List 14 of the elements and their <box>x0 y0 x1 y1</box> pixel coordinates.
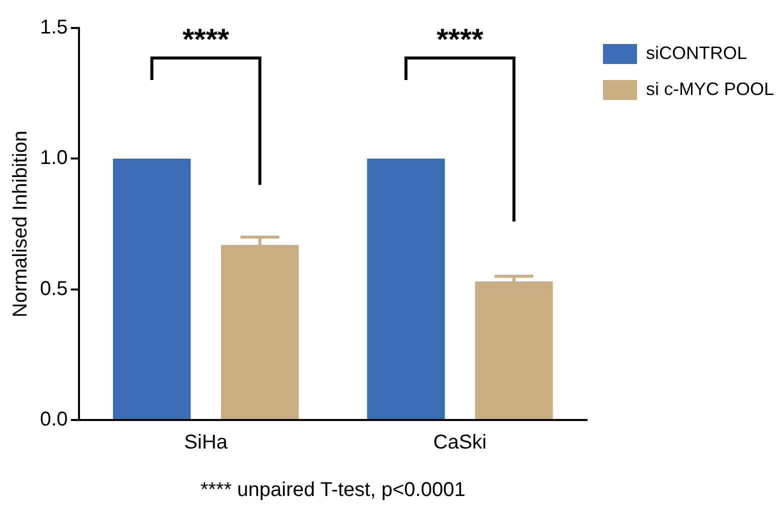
annotation: **** <box>436 23 484 56</box>
y-tick-label: 0.0 <box>40 408 68 431</box>
y-tick-label: 0.5 <box>40 278 68 300</box>
bar <box>367 158 445 419</box>
legend-label: si c-MYC POOL <box>646 78 774 99</box>
y-tick-label: 1.5 <box>40 16 68 39</box>
y-axis-title: Normalised Inhibition <box>10 130 32 318</box>
y-tick-label: 1.0 <box>40 147 68 170</box>
text: **** unpaired T-test, p<0.0001 <box>200 479 466 501</box>
legend-label: siCONTROL <box>646 42 748 63</box>
x-tick-label: SiHa <box>184 432 228 454</box>
bar <box>112 158 191 419</box>
x-tick-label: CaSki <box>433 432 487 454</box>
annotation: **** <box>182 23 230 56</box>
